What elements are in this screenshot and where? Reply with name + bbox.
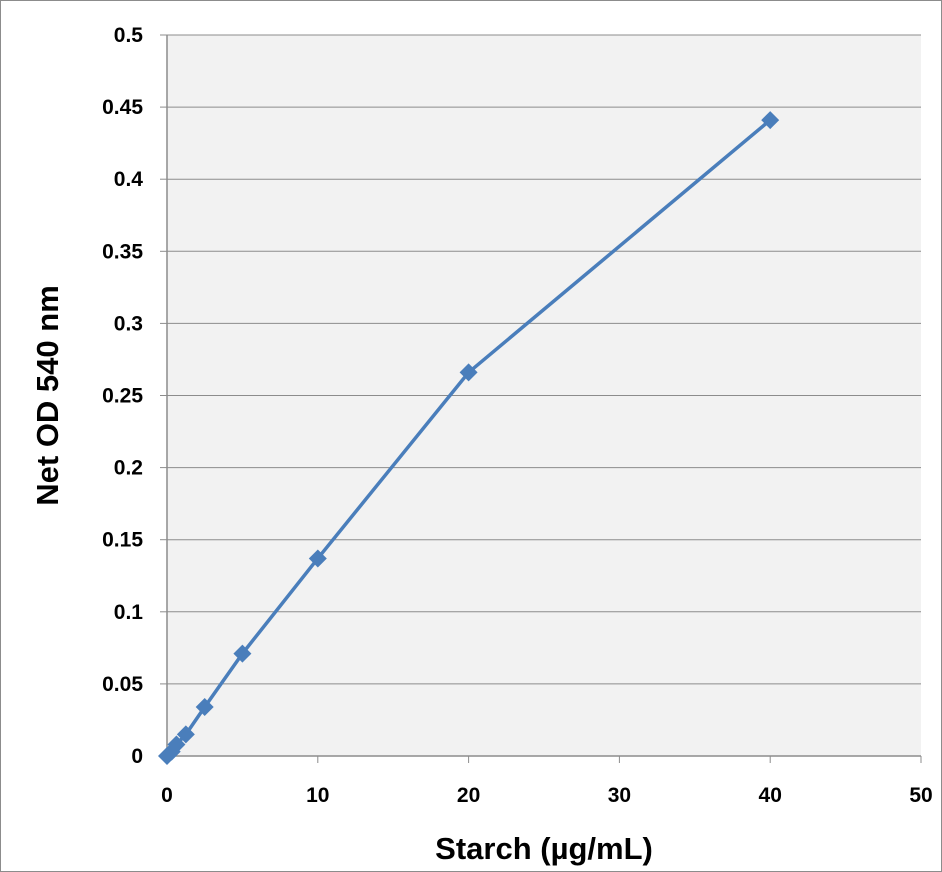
x-axis-ticks: 0 10 20 30 40 50 [161, 756, 933, 807]
x-tick-label: 20 [457, 784, 480, 807]
y-tick-label: 0.2 [114, 457, 143, 480]
data-point [761, 111, 780, 130]
x-tick-label: 50 [909, 784, 932, 807]
y-tick-label: 0.25 [102, 385, 143, 408]
data-point [167, 735, 186, 754]
data-point [176, 725, 195, 744]
gridlines [167, 34, 921, 685]
x-tick-label: 40 [759, 784, 782, 807]
y-tick-label: 0.45 [102, 96, 143, 119]
y-tick-label: 0.35 [102, 240, 143, 263]
y-tick-label: 0.4 [114, 168, 144, 191]
data-point [459, 363, 478, 382]
y-axis-ticks: 0 0.05 0.1 0.15 0.2 0.25 0.3 0.35 0.4 0.45 0.5 [102, 24, 167, 768]
y-tick-label: 0.1 [114, 601, 144, 624]
y-tick-label: 0.5 [114, 24, 144, 47]
x-tick-label: 10 [306, 784, 329, 807]
y-tick-label: 0 [131, 745, 143, 768]
x-axis-title: Starch (µg/mL) [435, 831, 653, 866]
y-tick-label: 0.3 [114, 312, 143, 335]
y-tick-label: 0.05 [102, 673, 143, 696]
y-axis-title: Net OD 540 nm [30, 285, 65, 506]
data-series [158, 111, 780, 765]
data-point [233, 644, 252, 663]
x-tick-label: 30 [608, 784, 631, 807]
data-point [195, 697, 214, 716]
data-point [308, 549, 327, 568]
y-tick-label: 0.15 [102, 529, 143, 552]
x-tick-label: 0 [161, 784, 173, 807]
